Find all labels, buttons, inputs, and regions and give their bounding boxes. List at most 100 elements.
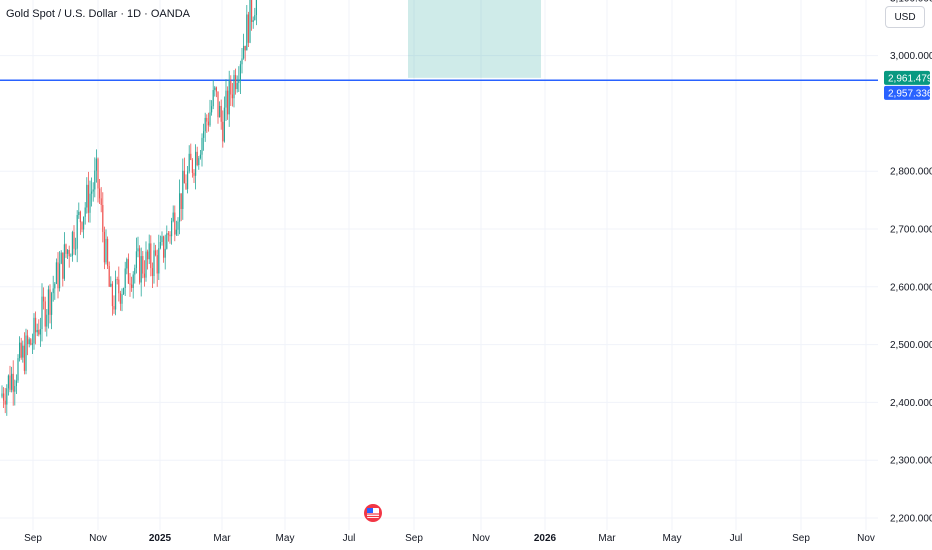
candle	[206, 114, 208, 133]
candle	[91, 177, 93, 207]
candle-body	[49, 289, 51, 315]
candle	[145, 241, 147, 282]
candle-body	[193, 172, 195, 176]
candle-body	[207, 121, 209, 126]
candle-body	[73, 232, 75, 249]
candle-body	[198, 158, 200, 166]
candle	[223, 96, 225, 143]
candle-body	[164, 248, 166, 258]
candle	[252, 16, 254, 29]
y-tick-label: 3,000.000	[890, 51, 932, 62]
candle-body	[230, 80, 232, 95]
candle-body	[3, 393, 5, 401]
candle-body	[204, 117, 206, 132]
candle-body	[121, 294, 123, 304]
candle	[31, 333, 33, 355]
candle	[129, 273, 131, 297]
candle	[3, 387, 5, 408]
candle	[100, 187, 102, 213]
candle-body	[44, 301, 46, 327]
candle	[105, 229, 107, 265]
candle	[55, 258, 57, 285]
candle-body	[81, 222, 83, 230]
economic-event-marker[interactable]	[364, 504, 382, 522]
candle-body	[251, 0, 253, 22]
candle-body	[217, 91, 219, 118]
y-tick-label: 2,200.000	[890, 514, 932, 525]
candle	[191, 158, 193, 178]
candle	[183, 157, 185, 184]
candle	[108, 261, 110, 287]
candle	[196, 146, 198, 167]
candlestick-series	[1, 0, 257, 416]
horizontal-levels	[0, 79, 878, 82]
candle-body	[76, 215, 78, 249]
flag-canton	[367, 508, 373, 513]
candle-body	[132, 274, 134, 288]
candle	[127, 253, 129, 285]
candle-body	[17, 358, 19, 381]
candle	[233, 70, 235, 108]
candle	[166, 225, 168, 250]
candle-body	[171, 220, 173, 237]
price-tag-bg	[884, 85, 930, 100]
currency-button[interactable]: USD	[885, 6, 925, 28]
candle-body	[174, 212, 176, 235]
candle	[87, 171, 89, 223]
candle-body	[187, 171, 189, 190]
candle-body	[23, 345, 25, 371]
candle-body	[228, 80, 230, 115]
candle-body	[63, 244, 65, 279]
candle	[94, 157, 96, 198]
candle-body	[211, 106, 213, 113]
candle-body	[179, 193, 181, 222]
candle	[79, 210, 81, 235]
candle	[17, 354, 19, 383]
candle	[251, 0, 253, 31]
candle-body	[118, 279, 120, 294]
candle-body	[110, 283, 112, 287]
candle	[102, 192, 104, 243]
candle-body	[35, 317, 37, 333]
candle-body	[123, 287, 125, 295]
x-tick-label: 2026	[534, 533, 557, 544]
candle	[174, 205, 176, 242]
candle	[12, 360, 14, 406]
candle-body	[190, 153, 192, 160]
candle	[235, 68, 237, 95]
candle	[230, 75, 232, 106]
candle	[255, 0, 257, 26]
candle-body	[254, 15, 256, 21]
candle	[134, 264, 136, 284]
candle-body	[238, 80, 240, 83]
candle-body	[215, 87, 217, 92]
candle-body	[36, 329, 38, 333]
candle	[111, 281, 113, 316]
candle-body	[145, 251, 147, 278]
candle	[135, 237, 137, 274]
candle-body	[191, 159, 193, 173]
candle-body	[177, 221, 179, 230]
candle-body	[83, 216, 85, 230]
candle	[81, 221, 83, 233]
candle-body	[113, 306, 115, 310]
symbol-title[interactable]: Gold Spot / U.S. Dollar · 1D · OANDA	[6, 8, 190, 20]
candle-body	[166, 233, 168, 249]
candle	[217, 91, 219, 124]
candle	[59, 251, 61, 292]
candle	[190, 143, 192, 161]
candle	[187, 166, 189, 194]
take-profit-zone	[408, 0, 541, 78]
candle	[231, 83, 233, 107]
candle-body	[236, 82, 238, 90]
candle-body	[30, 339, 32, 345]
candle-body	[7, 375, 9, 389]
candle	[6, 384, 8, 416]
candle-body	[70, 255, 72, 257]
candle	[143, 260, 145, 287]
candle	[103, 226, 105, 270]
candle-body	[255, 0, 257, 16]
candle	[247, 11, 249, 47]
candle	[20, 337, 22, 360]
